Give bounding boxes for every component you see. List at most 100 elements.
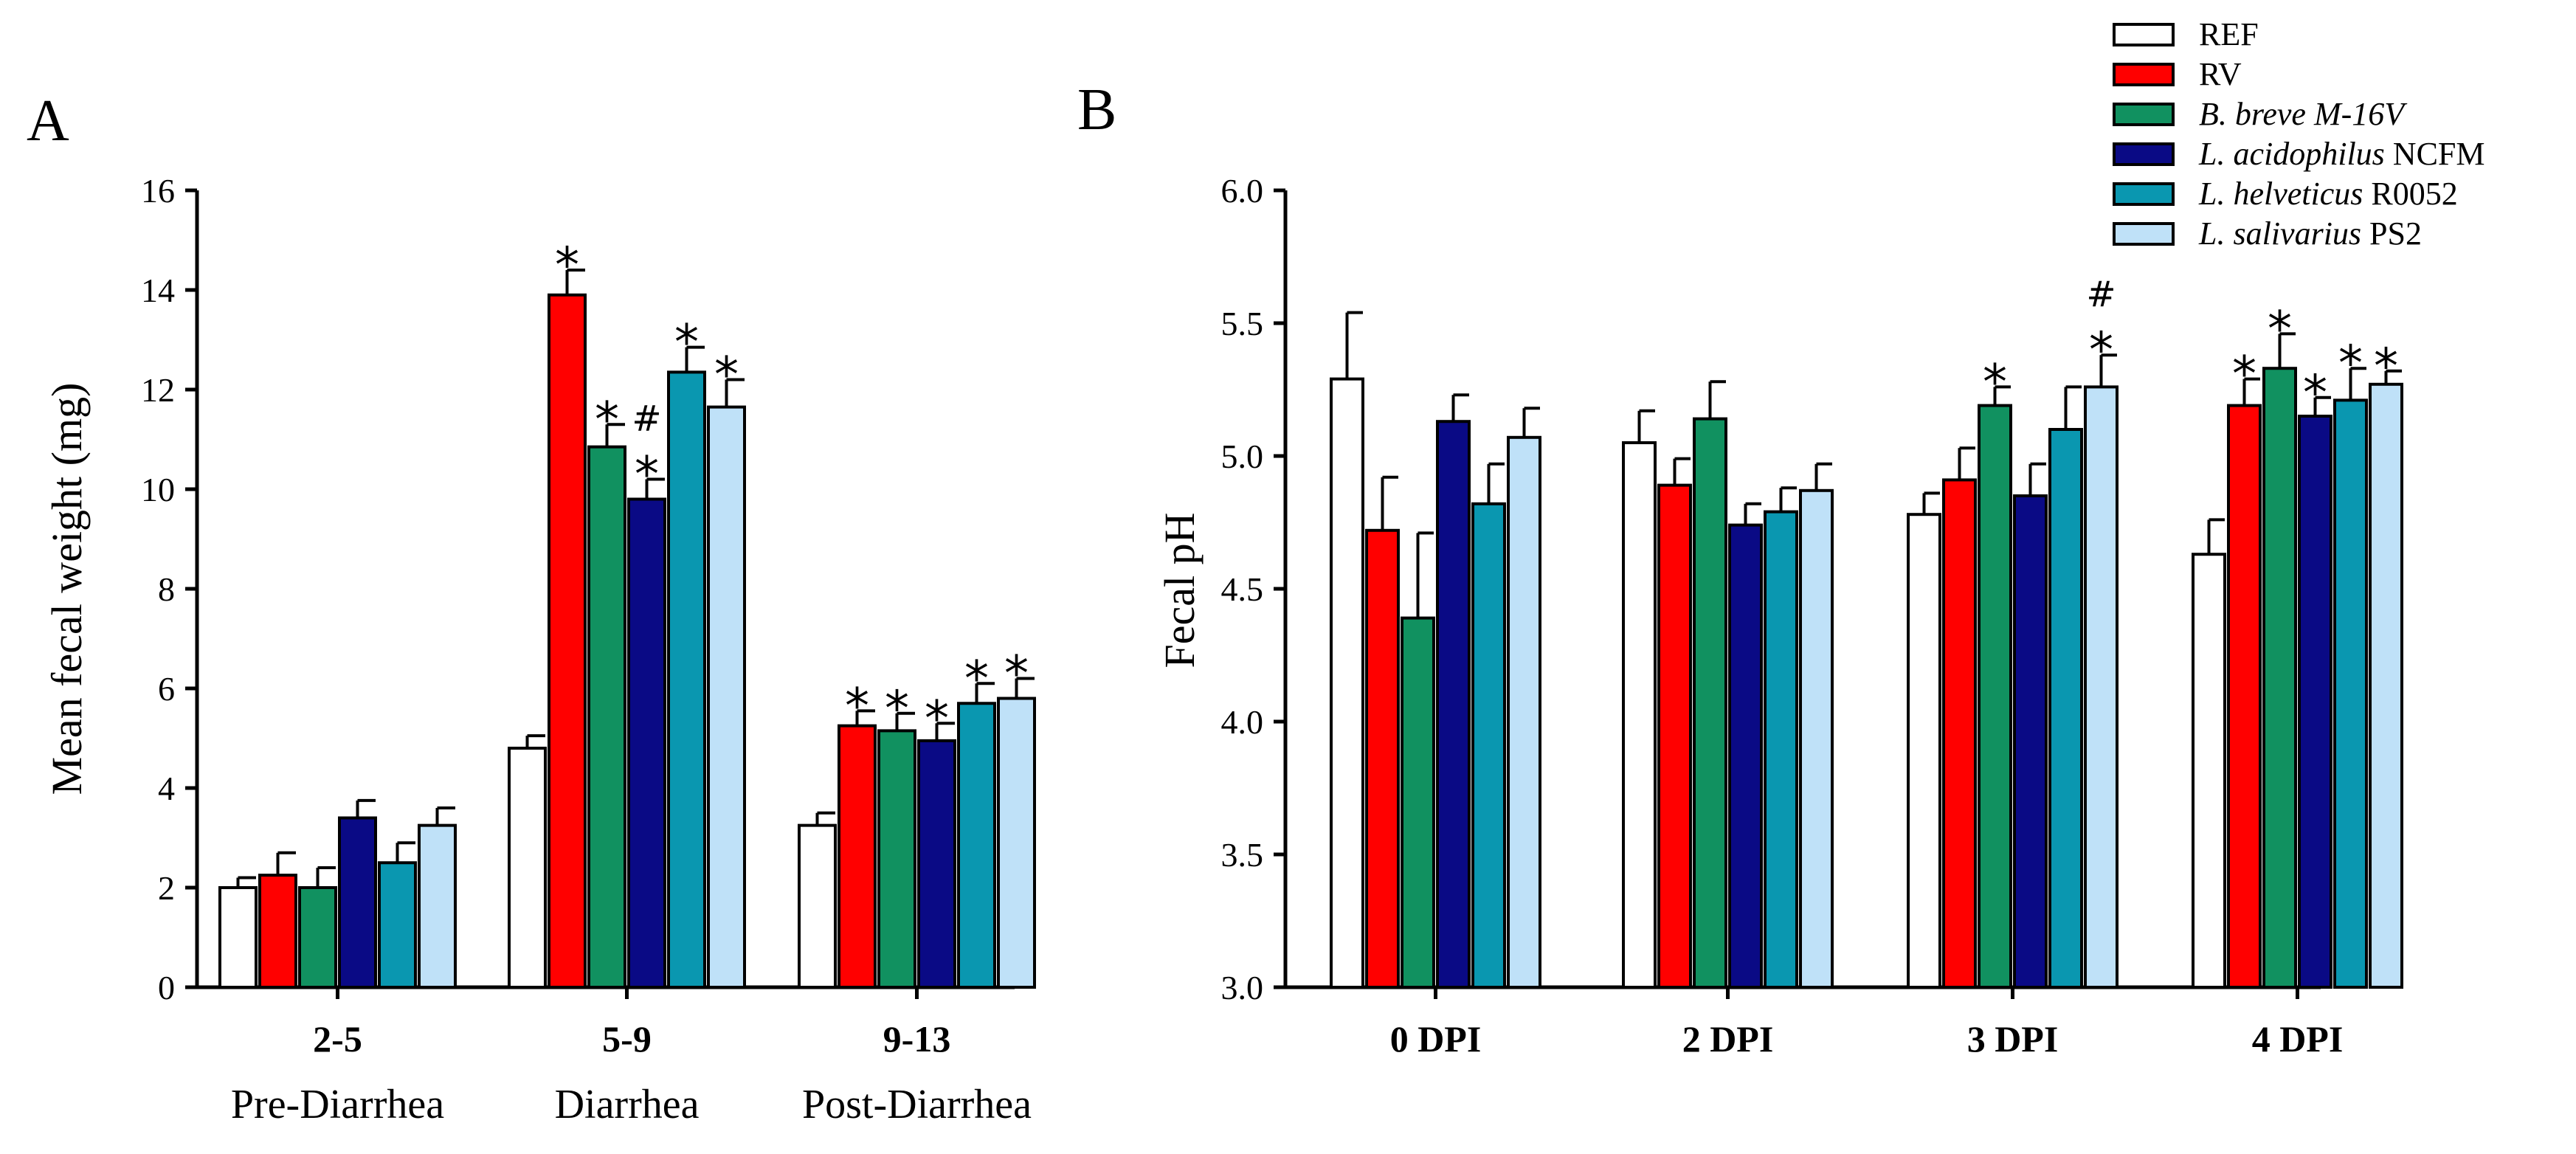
bar — [2333, 398, 2368, 989]
bar — [1728, 523, 1763, 989]
bar — [667, 370, 706, 989]
significance-star: * — [1983, 353, 2007, 410]
significance-star: * — [2374, 338, 2398, 395]
legend: REF RV B. breve M-16V L. acidophilus NCFM L.… — [2113, 16, 2485, 252]
bar — [798, 823, 837, 989]
legend-swatch — [2113, 103, 2175, 126]
bar — [1365, 528, 1400, 989]
category-label: 3 DPI — [1967, 1018, 2059, 1060]
significance-star: * — [2303, 364, 2327, 421]
legend-label: REF — [2199, 16, 2259, 52]
y-tick-label: 10 — [141, 471, 175, 508]
y-tick-label: 4 — [158, 770, 175, 807]
phase-label: Post-Diarrhea — [802, 1082, 1032, 1127]
bar — [1978, 404, 2012, 989]
category-label: 2 DPI — [1682, 1018, 1774, 1060]
legend-label: RV — [2199, 56, 2242, 92]
legend-swatch — [2113, 142, 2175, 166]
y-tick-label: 14 — [141, 272, 175, 309]
bar — [587, 445, 626, 989]
y-tick-label: 6 — [158, 670, 175, 708]
significance-star: * — [2232, 346, 2256, 403]
category-label: 9-13 — [883, 1018, 951, 1060]
significance-star: * — [885, 680, 909, 737]
y-axis-label: Mean fecal weight (mg) — [43, 383, 91, 795]
bar — [378, 861, 417, 989]
bar — [1657, 483, 1692, 989]
bar — [418, 823, 457, 989]
y-tick-label: 8 — [158, 570, 175, 608]
significance-hash: # — [2086, 274, 2116, 315]
legend-label: L. helveticus R0052 — [2198, 176, 2458, 212]
y-tick-label: 4.5 — [1221, 570, 1264, 608]
bar — [627, 497, 666, 989]
significance-hash: # — [632, 398, 661, 440]
y-tick-label: 0 — [158, 969, 175, 1006]
y-tick-label: 5.0 — [1221, 438, 1264, 475]
bar — [917, 739, 956, 989]
significance-star: * — [964, 650, 989, 707]
bar — [957, 702, 996, 989]
phase-label: Pre-Diarrhea — [231, 1082, 444, 1127]
bar — [1799, 488, 1834, 989]
y-tick-label: 2 — [158, 869, 175, 907]
bar — [877, 729, 916, 989]
legend-swatch — [2113, 23, 2175, 46]
significance-star: * — [714, 347, 739, 404]
bar — [1471, 502, 1506, 989]
bar — [1693, 417, 1727, 989]
panel-a-chart: 0 2 4 6 8 10 12 14 16 Mean fecal weight (mg) 2-5 Pr… — [43, 172, 1036, 1127]
panel-b-chart: 3.0 3.5 4.0 4.5 5.0 5.5 6.0 Fecal pH 0 DPI 2 DPI 3… — [1156, 172, 2403, 1060]
significance-star: * — [635, 446, 659, 503]
bar — [2084, 385, 2119, 989]
legend-label: B. breve M-16V — [2199, 96, 2408, 132]
category-label: 5-9 — [602, 1018, 652, 1060]
significance-star: * — [1004, 646, 1029, 702]
bar — [258, 874, 297, 989]
y-tick-label: 3.0 — [1221, 969, 1264, 1006]
bar — [1907, 513, 1941, 989]
bar — [2369, 382, 2403, 989]
bar — [838, 724, 877, 989]
bar — [338, 816, 377, 989]
bar — [2192, 553, 2226, 989]
bar — [1507, 435, 1541, 989]
y-tick-label: 12 — [141, 371, 175, 409]
y-tick-label: 16 — [141, 172, 175, 210]
bar — [2013, 494, 2048, 989]
y-tick-label: 5.5 — [1221, 305, 1264, 342]
bar — [1401, 616, 1435, 989]
bar — [1622, 441, 1657, 989]
category-label: 0 DPI — [1390, 1018, 1482, 1060]
bar — [707, 405, 746, 989]
significance-star: * — [2089, 322, 2113, 379]
bar — [2227, 404, 2262, 989]
bar — [997, 697, 1036, 989]
bar — [2262, 367, 2297, 989]
significance-star: * — [2338, 335, 2363, 392]
panel-a-label: A — [27, 89, 69, 153]
category-label: 4 DPI — [2252, 1018, 2344, 1060]
bar — [298, 886, 337, 989]
y-tick-label: 4.0 — [1221, 703, 1264, 741]
significance-star: * — [674, 314, 699, 371]
bar — [1330, 377, 1364, 989]
y-tick-label: 6.0 — [1221, 172, 1264, 210]
significance-star: * — [555, 237, 579, 294]
panel-b-label: B — [1077, 77, 1116, 142]
category-label: 2-5 — [313, 1018, 362, 1060]
significance-star: * — [925, 690, 949, 747]
legend-swatch — [2113, 63, 2175, 86]
legend-swatch — [2113, 182, 2175, 206]
significance-star: * — [2268, 300, 2292, 357]
bar — [218, 886, 258, 989]
significance-star: * — [845, 677, 869, 734]
significance-star: * — [595, 391, 619, 448]
bar — [508, 747, 547, 989]
legend-label: L. acidophilus NCFM — [2198, 136, 2485, 172]
bar — [548, 293, 587, 989]
bar — [2298, 415, 2332, 989]
bar — [2048, 428, 2083, 989]
legend-label: L. salivarius PS2 — [2198, 215, 2422, 252]
